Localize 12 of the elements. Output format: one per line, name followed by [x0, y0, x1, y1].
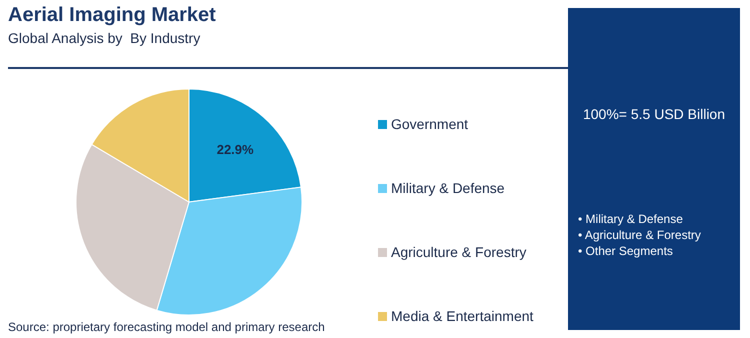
text: • Other Segments: [578, 243, 674, 259]
chart-title: Aerial Imaging Market: [8, 4, 216, 27]
source-note: Source: proprietary forecasting model and primary research: [8, 320, 325, 334]
legend-label: Military & Defense: [391, 180, 505, 196]
data-label: 22.9%: [216, 142, 254, 157]
chart-subtitle: Global Analysis by By Industry: [8, 30, 200, 46]
text: • Military & Defense: [578, 211, 684, 227]
legend-label: Government: [391, 116, 468, 132]
legend-label: Agriculture & Forestry: [391, 244, 526, 260]
text: 100%= 5.5 USD Billion: [582, 106, 726, 122]
text: • Agriculture & Forestry: [578, 227, 701, 243]
legend-label: Media & Entertainment: [391, 308, 534, 324]
